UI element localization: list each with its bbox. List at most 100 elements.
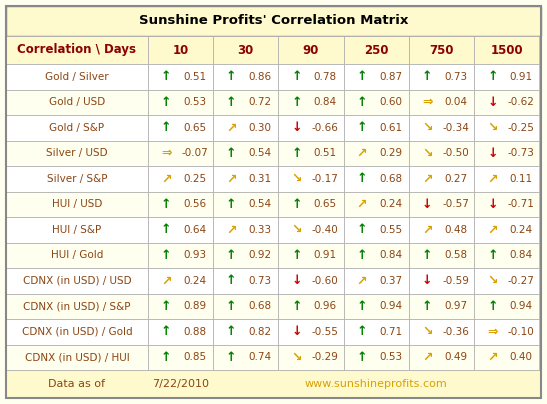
Text: ↑: ↑	[487, 300, 498, 313]
Bar	[344, 268, 409, 293]
Text: 0.51: 0.51	[183, 72, 206, 82]
Text: 0.58: 0.58	[444, 250, 468, 260]
Text: -0.57: -0.57	[443, 199, 469, 209]
Bar	[409, 217, 474, 242]
Text: 0.68: 0.68	[248, 301, 272, 311]
Text: Correlation \ Days: Correlation \ Days	[18, 44, 136, 57]
Text: ⇒: ⇒	[422, 96, 432, 109]
Text: 0.65: 0.65	[314, 199, 337, 209]
Text: 0.84: 0.84	[510, 250, 533, 260]
Text: 0.87: 0.87	[379, 72, 402, 82]
Text: ↑: ↑	[292, 198, 302, 211]
Bar	[6, 293, 148, 319]
Text: ↘: ↘	[422, 147, 432, 160]
Bar	[148, 242, 213, 268]
Text: ↘: ↘	[292, 223, 302, 236]
Text: ↓: ↓	[292, 325, 302, 338]
Text: ⇒: ⇒	[487, 325, 498, 338]
Text: ↑: ↑	[161, 70, 171, 83]
Bar	[344, 166, 409, 191]
Text: 0.11: 0.11	[510, 174, 533, 184]
Bar	[6, 345, 148, 370]
Text: ↑: ↑	[357, 96, 367, 109]
Text: ↑: ↑	[357, 249, 367, 262]
Text: Data as of: Data as of	[48, 379, 106, 389]
Bar	[409, 166, 474, 191]
Text: 0.55: 0.55	[379, 225, 402, 235]
Text: ↑: ↑	[226, 300, 236, 313]
Text: ↑: ↑	[422, 70, 432, 83]
Text: HUI / S&P: HUI / S&P	[53, 225, 102, 235]
Text: ↘: ↘	[487, 274, 498, 287]
Text: ↑: ↑	[161, 300, 171, 313]
Text: 0.88: 0.88	[183, 327, 206, 337]
Text: 0.85: 0.85	[183, 352, 206, 362]
Text: ↘: ↘	[422, 325, 432, 338]
Bar	[474, 90, 539, 115]
Text: ↑: ↑	[226, 147, 236, 160]
Text: -0.62: -0.62	[508, 97, 534, 107]
Bar	[474, 319, 539, 345]
Bar	[148, 293, 213, 319]
Bar	[213, 64, 278, 90]
Text: ↑: ↑	[357, 300, 367, 313]
Text: -0.36: -0.36	[443, 327, 469, 337]
Text: ↗: ↗	[487, 223, 498, 236]
Bar	[474, 191, 539, 217]
Text: ↗: ↗	[487, 351, 498, 364]
Text: 0.40: 0.40	[510, 352, 533, 362]
Text: ↑: ↑	[161, 351, 171, 364]
Bar	[213, 90, 278, 115]
Text: Gold / USD: Gold / USD	[49, 97, 105, 107]
Text: -0.27: -0.27	[508, 276, 534, 286]
Text: ↑: ↑	[226, 96, 236, 109]
Text: ↑: ↑	[292, 300, 302, 313]
Text: ↓: ↓	[422, 198, 432, 211]
Bar	[474, 217, 539, 242]
Bar	[278, 115, 344, 141]
Text: ↑: ↑	[226, 198, 236, 211]
Text: 1500: 1500	[491, 44, 523, 57]
Text: ↑: ↑	[422, 249, 432, 262]
Bar	[6, 191, 148, 217]
Text: ↗: ↗	[422, 172, 432, 185]
Text: 0.49: 0.49	[444, 352, 468, 362]
Text: -0.34: -0.34	[443, 123, 469, 133]
Text: -0.55: -0.55	[312, 327, 339, 337]
Bar	[213, 242, 278, 268]
Text: ↑: ↑	[357, 325, 367, 338]
Text: 0.71: 0.71	[379, 327, 402, 337]
Bar	[474, 141, 539, 166]
Text: ↘: ↘	[422, 121, 432, 134]
Text: ↓: ↓	[487, 96, 498, 109]
Text: -0.10: -0.10	[508, 327, 534, 337]
Bar	[278, 141, 344, 166]
Text: ↓: ↓	[292, 274, 302, 287]
Bar	[278, 319, 344, 345]
Bar	[6, 36, 148, 64]
Text: ↑: ↑	[226, 274, 236, 287]
Bar	[148, 166, 213, 191]
Text: ↓: ↓	[487, 147, 498, 160]
Bar	[148, 141, 213, 166]
Text: ↗: ↗	[161, 274, 171, 287]
Text: 0.54: 0.54	[248, 199, 272, 209]
Text: 30: 30	[237, 44, 254, 57]
Text: Silver / USD: Silver / USD	[46, 148, 108, 158]
Text: 0.91: 0.91	[314, 250, 337, 260]
Text: CDNX (in USD) / HUI: CDNX (in USD) / HUI	[25, 352, 129, 362]
Bar	[409, 293, 474, 319]
Text: 0.84: 0.84	[379, 250, 402, 260]
Bar	[409, 268, 474, 293]
Bar	[344, 115, 409, 141]
Bar	[6, 166, 148, 191]
Bar	[148, 345, 213, 370]
Text: 0.65: 0.65	[183, 123, 206, 133]
Text: ↗: ↗	[487, 172, 498, 185]
Text: 0.93: 0.93	[183, 250, 206, 260]
Text: 750: 750	[429, 44, 454, 57]
Text: www.sunshineprofits.com: www.sunshineprofits.com	[305, 379, 447, 389]
Text: ↗: ↗	[422, 223, 432, 236]
Text: ↗: ↗	[422, 351, 432, 364]
Text: ↑: ↑	[487, 249, 498, 262]
